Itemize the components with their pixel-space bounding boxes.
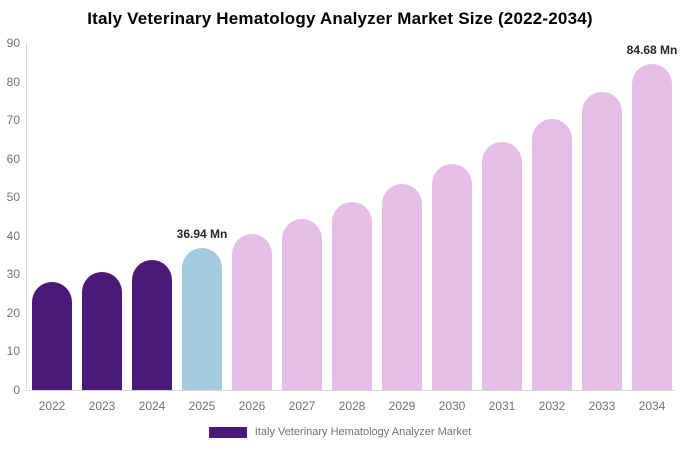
y-axis-tick-label-70: 70 bbox=[6, 113, 20, 128]
y-axis-tick-label-0: 0 bbox=[13, 383, 20, 397]
x-axis-label-2030: 2030 bbox=[438, 399, 466, 413]
legend: Italy Veterinary Hematology Analyzer Mar… bbox=[0, 426, 680, 438]
x-axis-label-2024: 2024 bbox=[138, 399, 166, 413]
bar-2023[interactable] bbox=[82, 271, 122, 390]
bar-2032[interactable] bbox=[532, 118, 572, 390]
y-axis-tick-label-20: 20 bbox=[6, 305, 20, 320]
chart-title: Italy Veterinary Hematology Analyzer Mar… bbox=[87, 9, 593, 28]
bar-2028[interactable] bbox=[332, 202, 372, 390]
legend-swatch bbox=[208, 426, 247, 438]
y-axis-tick-label-50: 50 bbox=[6, 190, 20, 205]
x-axis-label-2028: 2028 bbox=[338, 399, 366, 413]
x-axis-label-2022: 2022 bbox=[38, 399, 66, 413]
legend-item[interactable]: Italy Veterinary Hematology Analyzer Mar… bbox=[254, 426, 472, 438]
x-axis-line bbox=[26, 390, 676, 391]
y-axis-tick-label-10: 10 bbox=[6, 344, 20, 359]
x-axis-label-2023: 2023 bbox=[88, 399, 116, 413]
x-axis-label-2034: 2034 bbox=[638, 399, 666, 413]
y-axis-line bbox=[26, 43, 27, 390]
bar-2022[interactable] bbox=[32, 282, 72, 390]
x-axis-label-2031: 2031 bbox=[488, 399, 516, 413]
bar-2034[interactable] bbox=[632, 63, 672, 390]
x-axis-label-2033: 2033 bbox=[588, 399, 616, 413]
x-axis-label-2027: 2027 bbox=[288, 399, 316, 413]
bar-2029[interactable] bbox=[382, 184, 422, 390]
y-axis-tick-label-90: 90 bbox=[6, 36, 20, 50]
bar-2031[interactable] bbox=[482, 142, 522, 390]
bar-2026[interactable] bbox=[232, 233, 272, 390]
y-axis-tick-label-60: 60 bbox=[6, 151, 20, 166]
y-axis-tick-label-80: 80 bbox=[6, 74, 20, 89]
y-axis-tick-label-30: 30 bbox=[6, 267, 20, 282]
data-label-2025: 36.94 Mn bbox=[176, 226, 228, 241]
data-label-2034: 84.68 Mn bbox=[626, 42, 678, 57]
y-axis-tick-label-40: 40 bbox=[6, 228, 20, 243]
bar-2025[interactable] bbox=[182, 247, 222, 390]
x-axis-label-2025: 2025 bbox=[188, 399, 216, 413]
x-axis-label-2029: 2029 bbox=[388, 399, 416, 413]
bar-2027[interactable] bbox=[282, 218, 322, 390]
x-axis-label-2026: 2026 bbox=[238, 399, 266, 413]
bar-2024[interactable] bbox=[132, 260, 172, 390]
x-axis-label-2032: 2032 bbox=[538, 399, 566, 413]
bar-2033[interactable] bbox=[582, 92, 622, 390]
bar-2030[interactable] bbox=[432, 164, 472, 390]
